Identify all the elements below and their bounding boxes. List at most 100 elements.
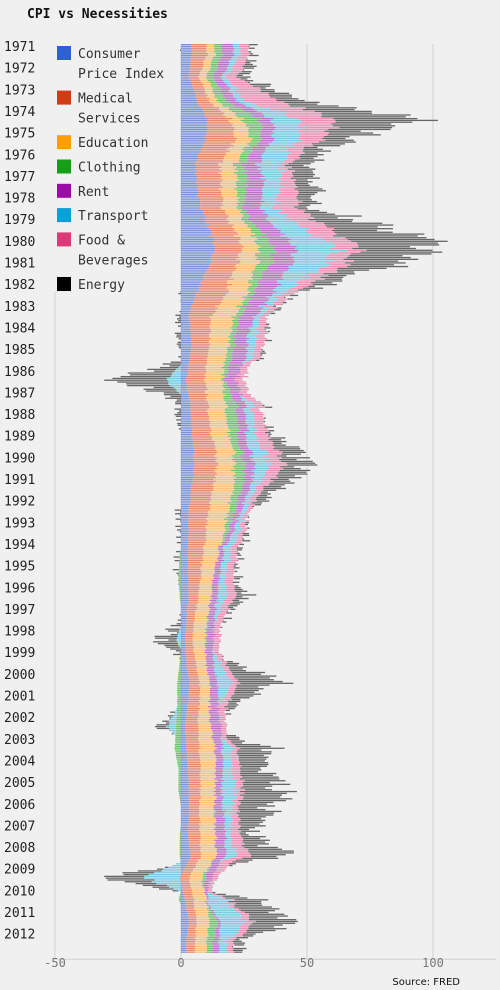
- bar-segment: [203, 276, 230, 279]
- bar-segment: [181, 359, 190, 362]
- bar-segment: [273, 224, 298, 226]
- bar-segment: [239, 386, 248, 389]
- bar-segment: [197, 673, 208, 675]
- bar-segment: [223, 758, 233, 760]
- bar-segment: [219, 576, 227, 578]
- bar-segment: [157, 868, 164, 870]
- bar-segment: [230, 740, 245, 742]
- bar-segment: [178, 644, 181, 647]
- bar-segment: [234, 691, 255, 693]
- bar-segment: [223, 197, 240, 199]
- bar-segment: [239, 778, 280, 780]
- bar-segment: [256, 428, 269, 430]
- bar-segment: [232, 45, 240, 48]
- bar-segment: [212, 437, 232, 439]
- bar-segment: [239, 424, 249, 426]
- bar-segment: [262, 123, 275, 125]
- bar-segment: [206, 410, 226, 412]
- bar-segment: [190, 60, 204, 62]
- bar-segment: [273, 302, 283, 304]
- bar-segment: [229, 523, 236, 526]
- bar-segment: [296, 197, 311, 199]
- bar-segment: [318, 141, 356, 143]
- bar-segment: [237, 536, 243, 538]
- bar-segment: [211, 864, 220, 867]
- bar-segment: [185, 633, 194, 636]
- legend-background: [54, 42, 180, 292]
- bar-segment: [193, 628, 205, 630]
- bar-segment: [197, 706, 208, 708]
- bar-segment: [204, 374, 222, 376]
- bar-segment: [243, 168, 258, 170]
- bar-segment: [277, 477, 302, 479]
- bar-segment: [199, 801, 215, 804]
- bar-segment: [226, 673, 233, 675]
- bar-segment: [207, 363, 226, 365]
- bar-segment: [201, 821, 217, 823]
- bar-segment: [240, 318, 255, 320]
- bar-segment: [175, 403, 181, 405]
- bar-segment: [181, 228, 210, 230]
- bar-segment: [287, 148, 304, 150]
- bar-segment: [181, 182, 196, 185]
- bar-segment: [181, 325, 191, 327]
- bar-segment: [237, 558, 245, 560]
- bar-segment: [225, 897, 248, 899]
- bar-segment: [200, 689, 210, 692]
- bar-segment: [220, 664, 226, 666]
- bar-segment: [215, 931, 220, 933]
- bar-segment: [193, 455, 215, 457]
- bar-segment: [181, 827, 189, 829]
- bar-segment: [248, 345, 256, 347]
- bar-segment: [174, 744, 181, 746]
- bar-segment: [181, 404, 191, 407]
- bar-segment: [215, 453, 235, 455]
- bar-segment: [244, 80, 254, 82]
- bar-segment: [179, 588, 181, 591]
- bar-segment: [299, 226, 327, 228]
- bar-segment: [278, 471, 307, 473]
- bar-segment: [188, 74, 200, 76]
- bar-segment: [190, 311, 217, 313]
- bar-segment: [181, 482, 192, 484]
- bar-segment: [230, 143, 248, 145]
- bar-segment: [235, 265, 256, 268]
- bar-segment: [217, 619, 224, 621]
- bar-segment: [234, 379, 243, 381]
- bar-segment: [205, 384, 223, 387]
- bar-segment: [178, 410, 181, 412]
- bar-segment: [197, 186, 223, 188]
- bar-segment: [243, 67, 255, 69]
- bar-segment: [210, 255, 238, 257]
- bar-segment: [192, 439, 212, 441]
- bar-segment: [180, 830, 181, 832]
- bar-segment: [181, 280, 202, 282]
- bar-segment: [181, 188, 197, 190]
- bar-segment: [237, 87, 260, 89]
- bar-segment: [270, 478, 289, 481]
- bar-segment: [231, 751, 237, 753]
- bar-segment: [181, 408, 191, 410]
- bar-segment: [188, 594, 199, 596]
- bar-segment: [211, 724, 223, 726]
- bar-segment: [219, 864, 230, 867]
- bar-segment: [181, 347, 192, 349]
- bar-segment: [223, 518, 230, 520]
- bar-segment: [222, 771, 233, 773]
- bar-segment: [178, 570, 181, 573]
- bar-segment: [235, 334, 248, 336]
- bar-segment: [229, 668, 243, 670]
- bar-segment: [211, 594, 218, 596]
- bar-segment: [188, 545, 204, 547]
- bar-segment: [208, 99, 217, 102]
- bar-segment: [226, 830, 233, 832]
- bar-segment: [185, 641, 194, 643]
- bar-segment: [181, 673, 189, 675]
- bar-segment: [210, 329, 233, 331]
- bar-segment: [223, 379, 235, 381]
- bar-segment: [212, 891, 216, 894]
- bar-segment: [185, 866, 196, 868]
- bar-segment: [234, 906, 273, 908]
- bar-segment: [321, 112, 373, 114]
- bar-segment: [191, 872, 204, 874]
